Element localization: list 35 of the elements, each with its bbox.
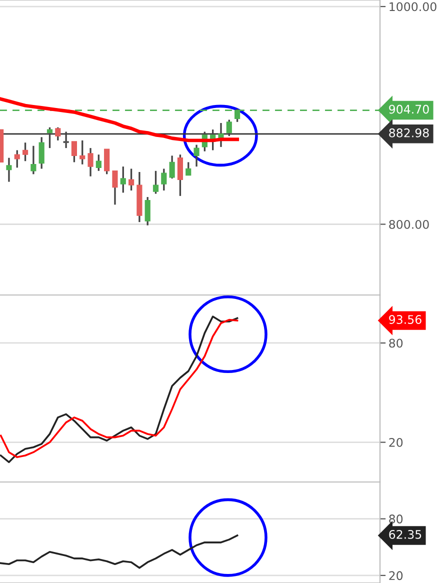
y-tick-label: 20 <box>389 571 403 580</box>
candlestick <box>80 140 86 166</box>
candlestick <box>177 154 184 197</box>
candlestick <box>194 144 200 168</box>
candlestick <box>128 168 134 192</box>
candlestick <box>144 196 150 226</box>
candlestick <box>38 136 44 170</box>
y-tick-label: 20 <box>389 438 403 447</box>
candlestick <box>186 161 192 176</box>
candlestick <box>30 145 36 176</box>
candlestick <box>112 170 118 206</box>
line-series <box>0 534 238 569</box>
candlestick <box>96 154 102 172</box>
candlestick <box>14 149 20 168</box>
text: 93.56 <box>389 315 422 324</box>
candlestick <box>169 154 175 180</box>
candlestick <box>161 168 167 192</box>
candlestick <box>88 147 94 178</box>
y-tick-label: 80 <box>389 338 403 348</box>
y-tick-label: 1000.00 <box>390 2 436 12</box>
candlestick <box>46 126 53 149</box>
candlestick <box>63 130 69 149</box>
y-tick-label: 800.00 <box>389 220 429 229</box>
candlestick <box>152 170 159 195</box>
text: 62.35 <box>389 530 422 539</box>
ref-line-label: 904.70 <box>389 104 429 114</box>
candlestick <box>55 126 61 142</box>
y-tick-label: 80 <box>389 514 403 524</box>
candlestick <box>71 140 77 164</box>
candlestick <box>104 148 110 176</box>
ref-line-label: 882.98 <box>389 128 429 138</box>
candlestick <box>226 118 232 137</box>
candlestick <box>22 142 28 162</box>
candlestick <box>120 166 126 194</box>
candlestick <box>6 157 12 183</box>
